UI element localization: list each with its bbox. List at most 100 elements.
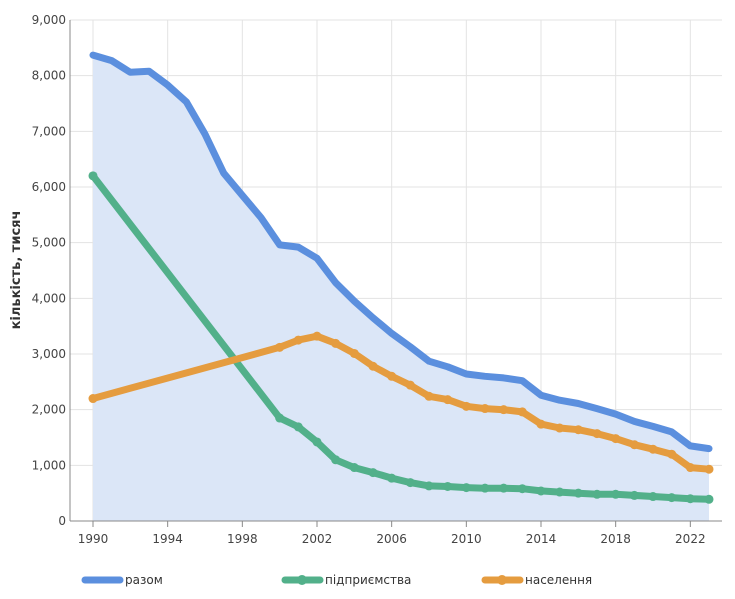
data-point: [539, 393, 543, 398]
y-tick-label: 7,000: [32, 124, 66, 138]
data-point: [555, 423, 565, 433]
x-tick-label: 1990: [78, 532, 109, 546]
data-point: [240, 193, 245, 198]
data-point: [184, 99, 189, 104]
data-point: [517, 407, 527, 417]
data-point: [275, 342, 285, 352]
x-tick-label: 2018: [600, 532, 631, 546]
legend-label: підприємства: [325, 573, 411, 587]
data-point: [629, 490, 639, 500]
data-point: [389, 331, 394, 336]
data-point: [501, 375, 506, 380]
data-point: [424, 481, 434, 491]
data-point: [499, 483, 509, 493]
data-point: [165, 83, 170, 88]
data-point: [704, 464, 714, 474]
y-tick-label: 4,000: [32, 291, 66, 305]
data-point: [595, 406, 599, 411]
y-tick-label: 5,000: [32, 236, 66, 250]
data-point: [688, 443, 693, 448]
data-point: [520, 378, 525, 383]
series-0: [89, 51, 713, 453]
data-point: [352, 299, 357, 304]
data-point: [88, 171, 98, 181]
legend-marker: [497, 575, 507, 585]
data-point: [296, 245, 301, 250]
data-point: [667, 493, 677, 503]
data-point: [651, 424, 655, 429]
data-point: [312, 437, 322, 447]
data-point: [613, 412, 618, 417]
legend-label: населення: [525, 573, 592, 587]
data-point: [499, 405, 509, 415]
data-point: [611, 434, 621, 444]
data-point: [259, 215, 263, 220]
data-point: [315, 256, 319, 261]
x-tick-label: 2022: [675, 532, 706, 546]
series-line: [89, 51, 713, 453]
data-point: [536, 486, 546, 496]
data-point: [629, 440, 639, 450]
data-point: [88, 394, 98, 404]
series-area-0: [93, 55, 709, 521]
data-point: [147, 69, 151, 74]
data-point: [611, 489, 621, 499]
data-point: [632, 419, 637, 424]
data-point: [483, 374, 487, 379]
data-point: [293, 422, 303, 432]
data-point: [331, 338, 341, 348]
data-point: [461, 401, 471, 411]
data-point: [293, 335, 303, 345]
data-point: [557, 398, 562, 403]
data-point: [368, 468, 378, 478]
data-point: [648, 492, 658, 502]
data-point: [685, 494, 695, 504]
data-point: [109, 58, 114, 63]
axes: 0 1,000 2,000 3,000 4,000 5,000 6,000 7,000 8,00…: [32, 13, 722, 546]
data-point: [312, 331, 322, 341]
x-tick-label: 2006: [376, 532, 407, 546]
x-tick-label: 2014: [526, 532, 557, 546]
legend-marker: [297, 575, 307, 585]
data-point: [555, 487, 565, 497]
data-point: [461, 483, 471, 493]
data-point: [685, 463, 695, 473]
y-tick-label: 0: [58, 514, 66, 528]
data-point: [91, 53, 95, 58]
x-tick-label: 2002: [302, 532, 333, 546]
data-point: [536, 419, 546, 429]
y-tick-label: 8,000: [32, 69, 66, 83]
x-tick-label: 1998: [227, 532, 258, 546]
data-point: [573, 488, 583, 498]
data-point: [573, 425, 583, 435]
x-tick-label: 2010: [451, 532, 482, 546]
y-tick-label: 2,000: [32, 403, 66, 417]
data-point: [443, 395, 453, 405]
legend-label: разом: [125, 573, 163, 587]
data-point: [669, 429, 674, 434]
data-point: [408, 344, 413, 349]
data-point: [349, 463, 359, 473]
data-point: [221, 171, 226, 176]
data-point: [480, 483, 490, 493]
data-point: [576, 401, 581, 406]
legend: разом підприємства населення: [81, 573, 592, 587]
y-tick-label: 6,000: [32, 180, 66, 194]
series-lines: [88, 51, 714, 504]
data-point: [592, 429, 602, 439]
data-point: [464, 372, 469, 377]
data-point: [424, 391, 434, 401]
data-point: [445, 364, 450, 369]
data-point: [333, 280, 338, 285]
area-layer: [93, 55, 709, 521]
legend-item-0: разом: [81, 573, 163, 587]
data-point: [648, 444, 658, 454]
data-point: [704, 494, 714, 504]
series-2: [88, 331, 714, 474]
data-point: [371, 315, 375, 320]
data-point: [405, 478, 415, 488]
data-point: [331, 455, 341, 465]
data-point: [707, 446, 711, 451]
